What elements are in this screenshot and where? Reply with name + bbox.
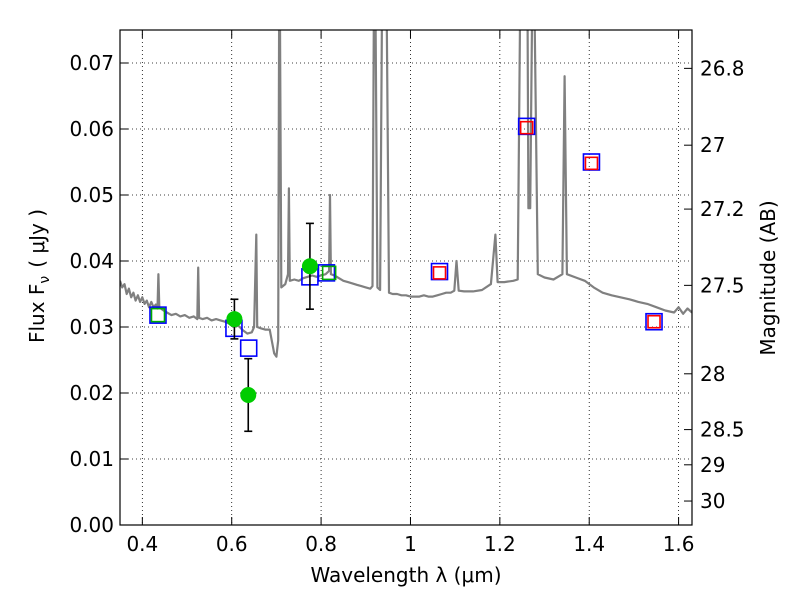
photometry-square-marker [317,264,336,282]
measurement-point [240,386,257,403]
photometry-square-marker [321,265,337,281]
y-axis-title-subscript: ν [37,276,53,284]
photometry-square-marker [239,339,258,357]
photometry-square-marker [150,307,166,323]
y2-tick-label: 28.5 [700,418,745,442]
photometry-square-marker [432,266,447,280]
y-tick-label: 0.04 [69,249,114,273]
y-axis-title-main: Flux F [25,284,49,343]
y-tick-label: 0.01 [69,447,114,471]
photometry-square-marker [149,306,167,324]
y2-tick-label: 30 [700,489,725,513]
x-tick-label: 0.4 [126,532,158,556]
plot-area [120,30,692,433]
y-tick-label: 0.00 [69,513,114,537]
axes-frame [119,29,693,526]
y-tick-label: 0.02 [69,381,114,405]
y-tick-label: 0.03 [69,315,114,339]
photometry-square-marker [647,314,661,329]
photometry-square-marker [519,120,534,135]
photometry-square-marker [584,156,599,171]
y2-tick-label: 26.8 [700,56,745,80]
x-tick-label: 1.6 [663,532,695,556]
x-tick-label: 0.6 [216,532,248,556]
y2-tick-label: 27.5 [700,273,745,297]
y-axis-title: Flux Fν ( μJy ) [25,209,53,343]
measurement-point [226,311,243,328]
x-tick-label: 1.2 [484,532,516,556]
spectrum-line [120,30,692,358]
y-tick-label: 0.06 [69,117,114,141]
x-tick-label: 1 [404,532,417,556]
axis-ticks: 0.4 0.6 0.8 1 1.2 1.4 1.6 0.00 0.01 0.02 0.03 0.04 0… [69,30,745,556]
y2-tick-label: 27 [700,133,725,157]
y-axis-title-unit: ( μJy ) [25,209,49,268]
y2-axis-title: Magnitude (AB) [756,200,780,355]
y-tick-label: 0.05 [69,183,114,207]
y2-tick-label: 29 [700,453,725,477]
x-axis-title: Wavelength λ (μm) [310,563,501,587]
y-tick-label: 0.07 [69,51,114,75]
measurement-point [301,258,318,275]
photometry-square-marker [645,312,663,331]
plot-series [120,30,692,433]
y2-tick-label: 28 [700,362,725,386]
y2-tick-label: 27.2 [700,197,745,221]
grid-lines [120,30,692,526]
x-tick-label: 1.4 [573,532,605,556]
x-tick-label: 0.8 [305,532,337,556]
